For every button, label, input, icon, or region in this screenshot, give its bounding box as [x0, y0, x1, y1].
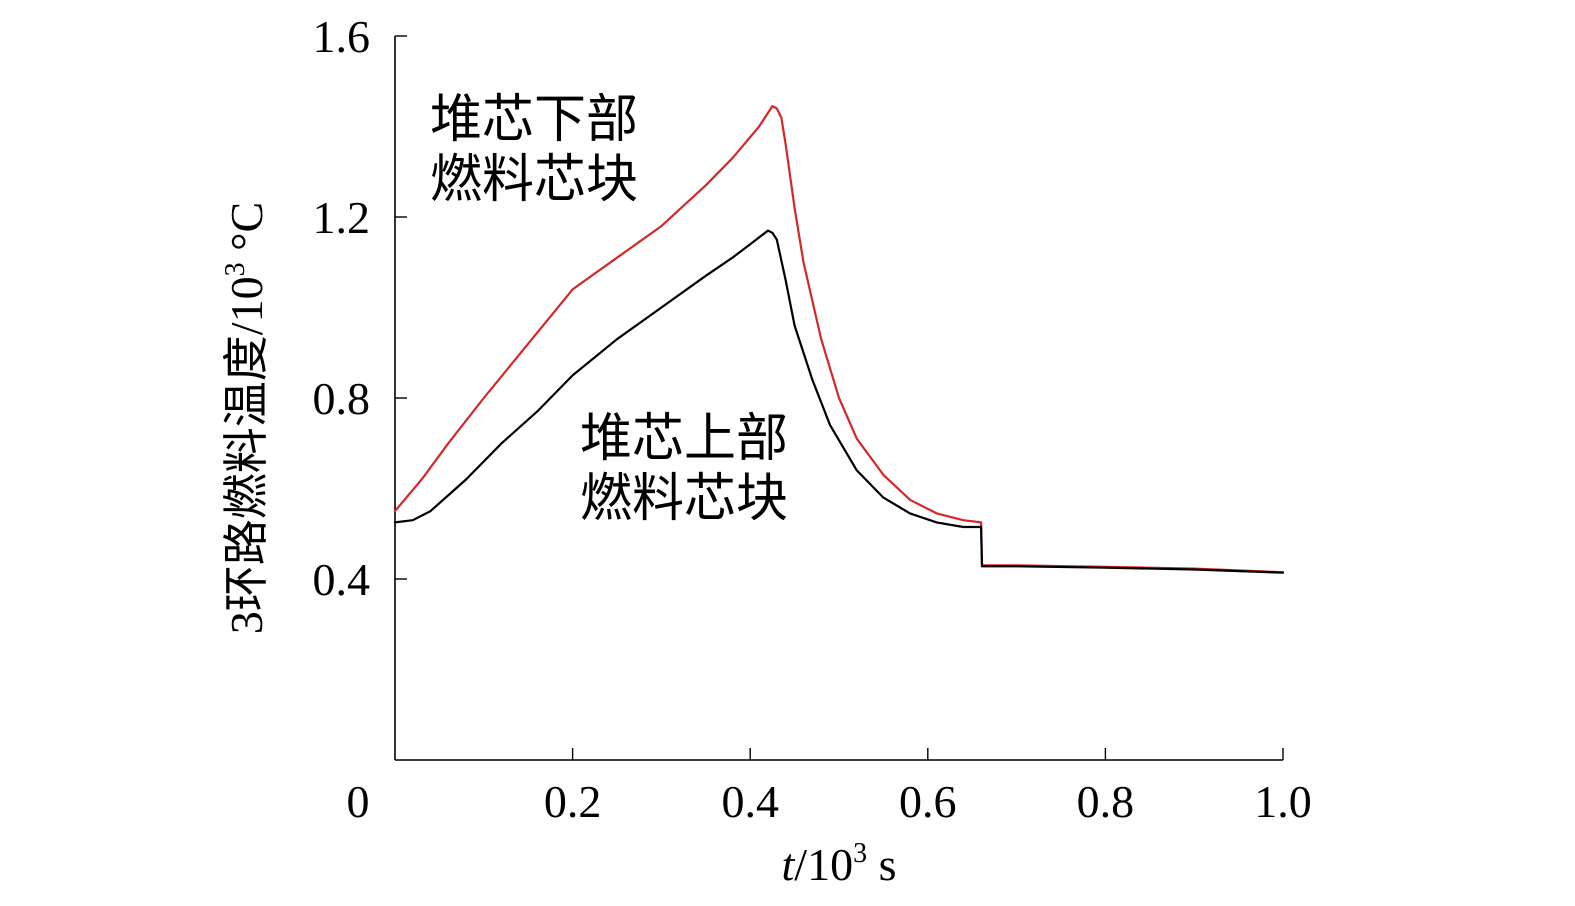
ticks: 0 0.2 0.4 0.6 0.8 1.0 0.4 0.8 1.2 1.6 [313, 11, 1312, 827]
x-axis-title: t/103 s [782, 838, 897, 890]
series-line-lower [393, 105, 1285, 574]
y-axis-title-unit: °C [221, 202, 272, 263]
series-line-upper [393, 229, 1285, 574]
x-tick-label: 0 [347, 776, 370, 827]
x-tick-label: 0.4 [721, 776, 779, 827]
y-tick-label: 0.8 [313, 373, 371, 424]
x-axis-title-prefix: /10 [794, 839, 853, 890]
y-axis-title-main: 3环路燃料温度/10 [221, 276, 272, 634]
x-axis-title-variable: t [782, 839, 796, 890]
x-tick-label: 0.6 [899, 776, 957, 827]
y-axis-title: 3环路燃料温度/103 °C [220, 202, 272, 634]
y-tick-label: 0.4 [313, 554, 371, 605]
y-tick-label: 1.6 [313, 11, 371, 62]
x-tick-label: 1.0 [1254, 776, 1312, 827]
series-layer [393, 105, 1285, 574]
annotation-upper-line: 堆芯上部 [580, 409, 788, 469]
y-axis-title-superscript: 3 [220, 262, 251, 276]
x-axis-title-superscript: 3 [853, 838, 867, 869]
x-tick-label: 0.2 [544, 776, 602, 827]
y-tick-label: 1.2 [313, 192, 371, 243]
annotation-lower-line: 堆芯下部 [430, 90, 638, 150]
annotation-upper-line: 燃料芯块 [580, 469, 788, 529]
annotation-lower-line: 燃料芯块 [430, 150, 638, 210]
x-axis-title-unit: s [867, 839, 896, 890]
x-tick-label: 0.8 [1077, 776, 1135, 827]
